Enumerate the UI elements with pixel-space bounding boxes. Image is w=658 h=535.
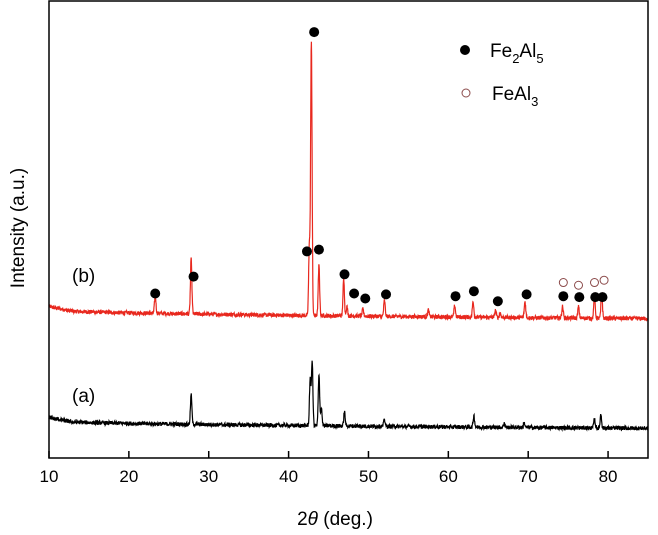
fe2al5-marker (301, 246, 312, 257)
fe2al5-marker (468, 286, 479, 297)
x-tick-label: 30 (199, 467, 218, 486)
fe2al5-marker (558, 291, 569, 302)
feal3-marker (558, 278, 568, 288)
legend-marker-feal3 (461, 88, 471, 98)
fe2al5-marker (590, 292, 601, 303)
fe2al5-marker (313, 244, 324, 255)
feal3-marker (574, 280, 584, 290)
x-tick-label: 60 (439, 467, 458, 486)
fe2al5-marker (521, 289, 532, 300)
fe2al5-marker (349, 288, 360, 299)
legend-marker-fe2al5 (460, 45, 470, 55)
fe2al5-marker (574, 292, 585, 303)
fe2al5-marker (360, 293, 371, 304)
legend-label-fe2al5: Fe2Al5 (490, 41, 544, 66)
legend: Fe2Al5 FeAl3 (460, 41, 544, 109)
series-line-b (48, 41, 649, 323)
legend-label-feal3: FeAl3 (492, 84, 538, 109)
x-axis-label: 2θ (deg.) (297, 509, 373, 530)
x-tick-label: 20 (119, 467, 138, 486)
fe2al5-marker (150, 288, 161, 299)
plot-frame (48, 0, 649, 459)
series-label-b: (b) (72, 266, 95, 287)
y-axis-label: Intensity (a.u.) (8, 168, 29, 288)
x-tick-label: 10 (40, 467, 59, 486)
x-tick-label: 50 (359, 467, 378, 486)
fe2al5-marker (381, 289, 392, 300)
fe2al5-marker (309, 27, 320, 38)
fe2al5-marker (450, 291, 461, 302)
feal3-marker (599, 275, 609, 285)
x-tick-label: 40 (279, 467, 298, 486)
series-line-a (48, 360, 649, 432)
fe2al5-marker (188, 271, 199, 282)
fe2al5-marker (597, 292, 608, 303)
feal3-marker (589, 278, 599, 288)
fe2al5-marker (339, 269, 350, 280)
x-tick-label: 70 (519, 467, 538, 486)
x-tick-label: 80 (599, 467, 618, 486)
fe2al5-marker (492, 296, 503, 307)
series-label-a: (a) (72, 386, 95, 407)
